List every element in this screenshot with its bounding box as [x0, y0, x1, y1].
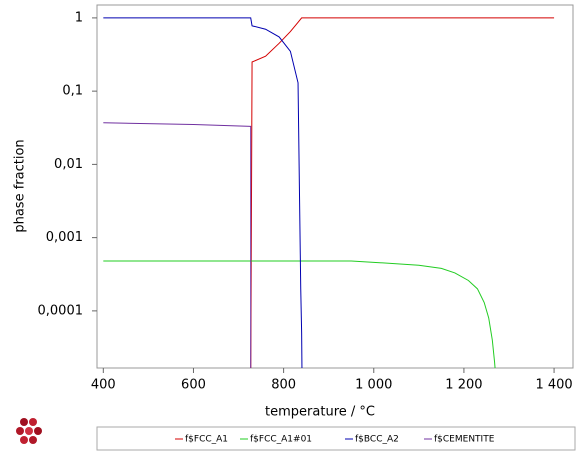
series-line — [250, 17, 555, 368]
x-tick-label: 1 400 — [535, 378, 572, 393]
y-tick-label: 1 — [75, 10, 83, 25]
y-tick-label: 0,01 — [54, 157, 83, 172]
plot-area — [96, 4, 574, 369]
x-tick-label: 600 — [181, 378, 206, 393]
x-tick-label: 400 — [91, 378, 116, 393]
y-tick-label: 0,001 — [46, 230, 83, 245]
logo — [16, 418, 42, 444]
legend — [96, 426, 576, 451]
x-tick-label: 1 200 — [445, 378, 482, 393]
legend-label: f$FCC_A1#01 — [250, 435, 312, 445]
y-axis-label: phase fraction — [13, 139, 28, 232]
legend-label: f$FCC_A1 — [185, 435, 228, 445]
legend-label: f$CEMENTITE — [434, 435, 495, 445]
series-group — [103, 17, 555, 368]
y-tick-label: 0,0001 — [38, 303, 84, 318]
legend-label: f$BCC_A2 — [355, 435, 399, 445]
series-line — [103, 122, 252, 368]
series-line — [103, 260, 496, 368]
x-tick-label: 1 000 — [355, 378, 392, 393]
y-tick-label: 0,1 — [62, 84, 83, 99]
x-axis-label: temperature / °C — [265, 405, 375, 420]
series-line — [103, 17, 303, 368]
x-tick-label: 800 — [271, 378, 296, 393]
